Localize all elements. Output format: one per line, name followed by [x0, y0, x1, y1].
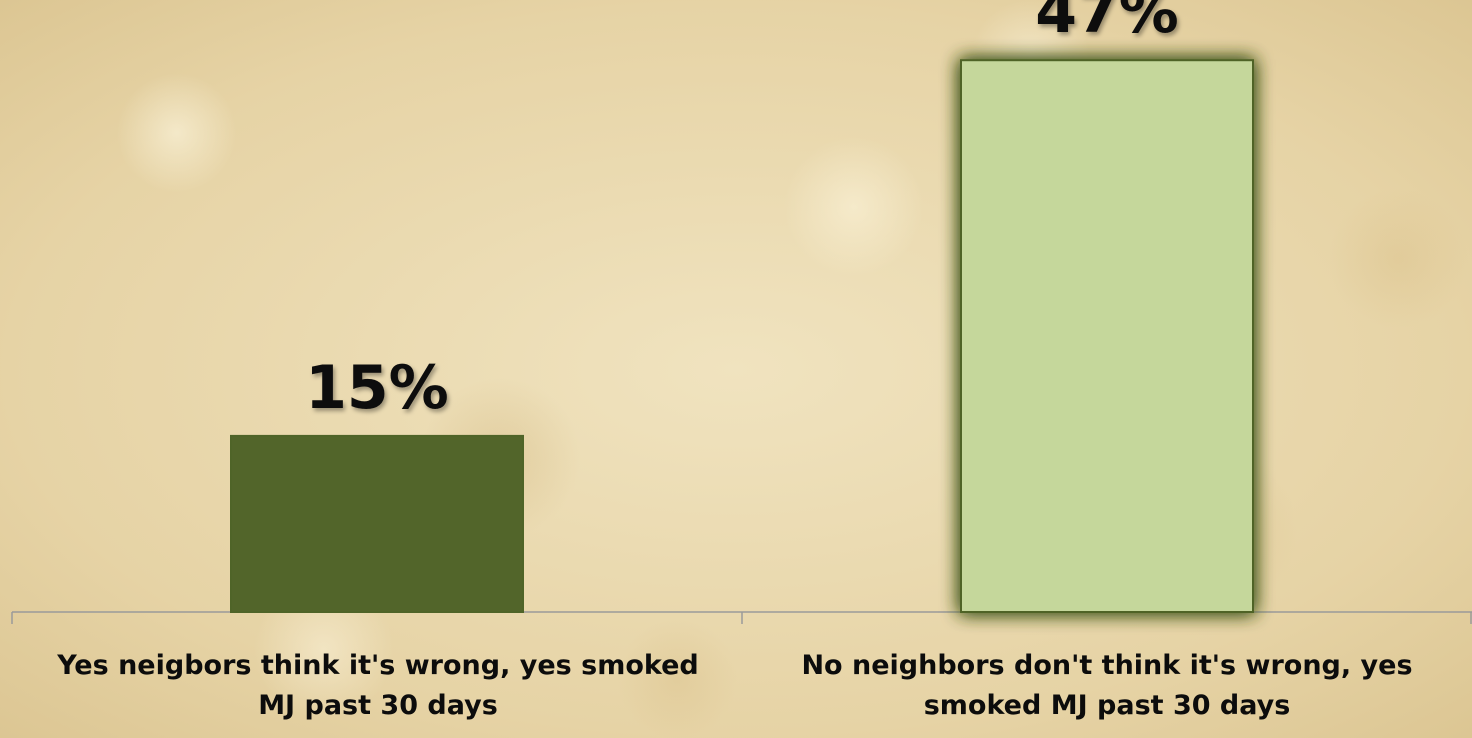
- category-label-1: Yes neigbors think it's wrong, yes smoke…: [57, 650, 699, 721]
- category-label-2: No neighbors don't think it's wrong, yes…: [801, 650, 1413, 721]
- bar-1: [230, 434, 524, 613]
- bar-2: [960, 59, 1254, 614]
- data-label-1: 15%: [305, 353, 449, 423]
- data-label-2: 47%: [1035, 0, 1179, 47]
